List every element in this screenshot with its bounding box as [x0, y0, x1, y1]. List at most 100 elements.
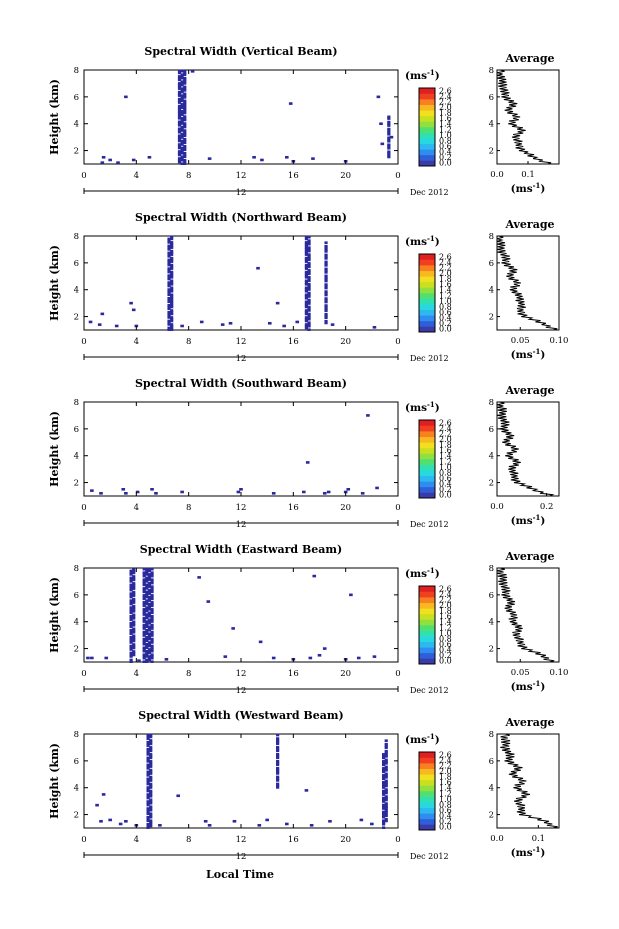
y-axis-label: Height (km) — [48, 577, 61, 653]
echo-cell — [145, 606, 149, 609]
echo-cell — [276, 770, 280, 774]
echo-cell — [324, 292, 328, 295]
echo-cell — [129, 639, 133, 643]
echo-cell — [180, 151, 184, 155]
echo-cell — [132, 587, 136, 590]
echo-cell — [180, 113, 184, 117]
echo-cell — [167, 328, 171, 331]
echo-cell — [183, 118, 187, 122]
echo-cell — [129, 621, 133, 625]
echo-cell — [382, 770, 386, 774]
echo-cell — [308, 656, 313, 660]
echo-cell — [324, 316, 328, 320]
echo-cell — [124, 95, 128, 99]
echo-cell — [167, 288, 171, 291]
echo-cell — [177, 108, 182, 111]
echo-cell — [145, 630, 149, 634]
echo-cell — [276, 763, 280, 767]
colorbar-frame — [418, 585, 436, 665]
echo-cell — [307, 269, 311, 272]
echo-cell — [304, 260, 309, 263]
colorbar-unit: (ms-1) — [405, 400, 440, 414]
echo-cell — [145, 655, 149, 658]
colorbar-segment — [419, 99, 435, 106]
echo-cell — [304, 326, 309, 330]
echo-cell — [384, 810, 388, 814]
echo-cell — [147, 634, 152, 637]
x-tick-label: 16 — [288, 835, 299, 845]
echo-cell — [183, 73, 187, 76]
panel-title: Spectral Width (Northward Beam) — [135, 211, 347, 224]
echo-cell — [146, 777, 150, 781]
echo-cell — [142, 602, 146, 606]
colorbar-tick-label: 0.0 — [439, 325, 452, 334]
echo-cell — [132, 583, 136, 587]
colorbar-segment — [419, 824, 435, 831]
echo-cell — [384, 746, 388, 749]
x-tick-label: 0 — [395, 669, 400, 679]
echo-cell — [307, 312, 311, 316]
echo-cell — [324, 304, 328, 307]
echo-cell — [146, 735, 150, 739]
echo-cell — [183, 103, 187, 106]
echo-cell — [304, 256, 309, 260]
echo-cell — [146, 774, 150, 777]
echo-cell — [132, 653, 136, 657]
echo-cell — [307, 323, 311, 326]
echo-cell — [324, 285, 328, 288]
echo-cell — [177, 153, 182, 157]
echo-cell — [180, 104, 184, 108]
echo-cell — [142, 639, 146, 643]
echo-cell — [150, 656, 154, 660]
echo-cell — [150, 634, 154, 637]
colorbar-segment — [419, 818, 435, 825]
panel-1: Spectral Width (Vertical Beam) 2 4 6 8 0 4 8 12 1… — [48, 45, 560, 198]
echo-cell — [276, 754, 280, 758]
colorbar-segment — [419, 763, 435, 770]
echo-cell — [145, 642, 149, 646]
y-tick-label: 4 — [74, 784, 79, 794]
colorbar-tick-label: 1.6 — [439, 778, 452, 787]
echo-cell — [149, 800, 153, 803]
echo-cell — [146, 772, 150, 775]
echo-cell — [167, 303, 171, 307]
avg-y-tick-label: 8 — [489, 398, 494, 408]
echo-cell — [149, 808, 153, 812]
echo-cell — [145, 625, 149, 629]
echo-cell — [132, 608, 136, 611]
colorbar-segment — [419, 132, 435, 139]
echo-cell — [180, 118, 184, 122]
echo-cell — [129, 644, 133, 648]
echo-cell — [167, 258, 171, 262]
echo-cell — [142, 597, 146, 601]
echo-cell — [382, 754, 386, 758]
echo-cell — [114, 324, 119, 328]
colorbar-tick-label: 0.2 — [439, 319, 452, 328]
echo-cell — [324, 283, 328, 286]
plot-frame — [83, 235, 399, 331]
echo-cell — [177, 113, 182, 117]
echo-cell — [150, 625, 154, 629]
echo-cell — [150, 587, 154, 590]
echo-cell — [132, 637, 136, 641]
echo-cell — [145, 653, 149, 657]
echo-cell — [142, 583, 146, 587]
echo-cell — [207, 157, 212, 160]
echo-cell — [324, 250, 328, 253]
colorbar-tick-label: 0.2 — [439, 651, 452, 660]
echo-cell — [276, 786, 280, 789]
avg-x-tick-label: 0.10 — [550, 336, 569, 346]
echo-cell — [324, 274, 328, 278]
echo-cell — [177, 83, 182, 87]
echo-cell — [146, 742, 150, 746]
echo-cell — [356, 656, 361, 660]
echo-cell — [183, 101, 187, 104]
echo-cell — [183, 125, 187, 129]
echo-cell — [282, 324, 286, 328]
avg-x-tick-label: 0.1 — [532, 834, 546, 844]
echo-cell — [275, 301, 280, 305]
echo-cell — [146, 770, 150, 774]
echo-cell — [170, 249, 174, 253]
echo-cell — [183, 99, 187, 103]
echo-cell — [146, 747, 150, 751]
